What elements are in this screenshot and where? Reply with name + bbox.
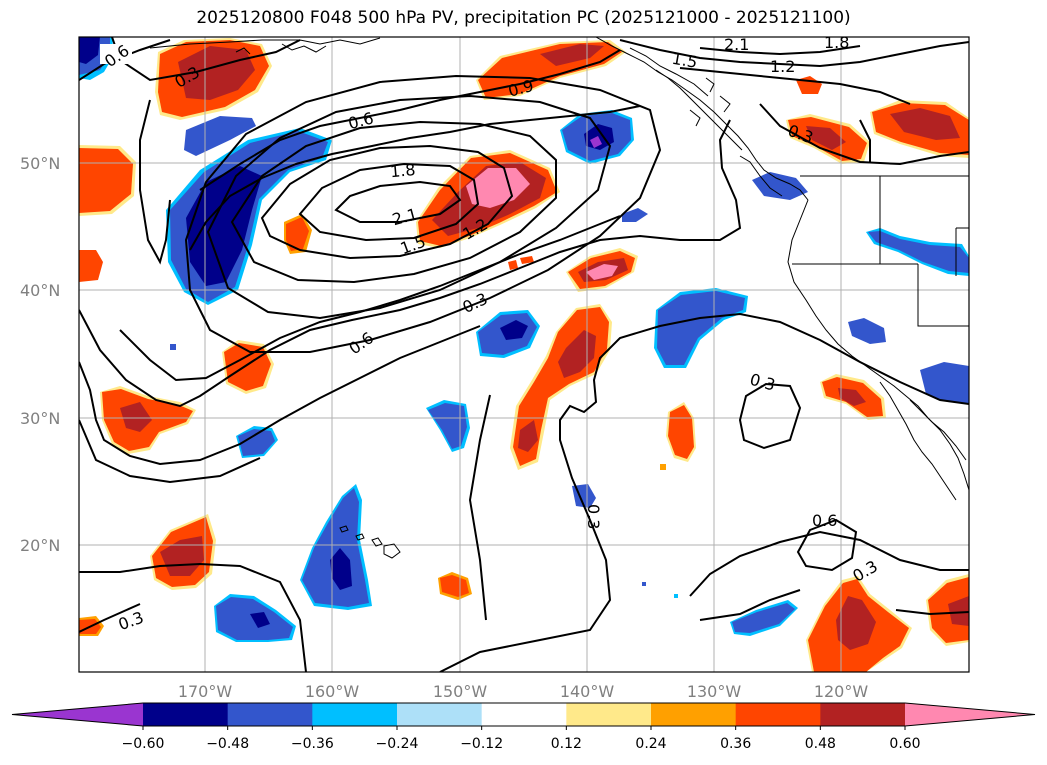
- colorbar-extend-low: [12, 703, 143, 726]
- colorbar-segment: [397, 703, 483, 726]
- colorbar-segment: [227, 703, 313, 726]
- colorbar-segment: [481, 703, 567, 726]
- contour-label: 0.3: [584, 504, 603, 529]
- latitude-labels: 50°N 40°N 30°N 20°N: [20, 154, 60, 555]
- colorbar-tick-label: −0.12: [460, 736, 503, 752]
- longitude-labels: 170°W 160°W 150°W 140°W 130°W 120°W: [178, 682, 869, 701]
- colorbar-segment: [143, 703, 229, 726]
- colorbar-tick-label: 0.48: [805, 736, 836, 752]
- colorbar-segment: [735, 703, 821, 726]
- lon-label-130w: 130°W: [687, 682, 742, 701]
- contour-label: 0.6: [812, 511, 837, 530]
- lon-label-150w: 150°W: [433, 682, 488, 701]
- contour-label: 1.8: [389, 160, 416, 181]
- colorbar-segment: [566, 703, 652, 726]
- colorbar-segment: [312, 703, 398, 726]
- contour-label: 2.1: [724, 35, 749, 54]
- figure-title: 2025120800 F048 500 hPa PV, precipitatio…: [196, 8, 851, 28]
- lon-label-140w: 140°W: [560, 682, 615, 701]
- lat-label-40n: 40°N: [20, 281, 60, 300]
- contour-label: 1.8: [824, 33, 849, 52]
- precip-shading: [79, 37, 969, 672]
- gridlines: [79, 37, 969, 672]
- colorbar-tick-label: −0.60: [122, 736, 165, 752]
- lon-label-170w: 170°W: [178, 682, 233, 701]
- colorbar-segment: [820, 703, 906, 726]
- lon-label-120w: 120°W: [814, 682, 869, 701]
- pv-contours: [79, 37, 969, 672]
- colorbar-tick-label: 0.12: [551, 736, 582, 752]
- map-frame: [78, 36, 970, 673]
- lon-label-160w: 160°W: [305, 682, 360, 701]
- colorbar-tick-label: −0.48: [206, 736, 249, 752]
- lat-label-30n: 30°N: [20, 409, 60, 428]
- contour-label: 1.5: [670, 49, 698, 72]
- colorbar-tick-label: 0.36: [720, 736, 751, 752]
- contour-label: 1.2: [770, 57, 795, 76]
- colorbar-segment: [651, 703, 737, 726]
- lat-label-20n: 20°N: [20, 536, 60, 555]
- colorbar-tick-label: −0.36: [291, 736, 334, 752]
- colorbar-tick-label: 0.60: [889, 736, 920, 752]
- colorbar-tick-label: 0.24: [635, 736, 666, 752]
- colorbar: −0.60 −0.48 −0.36 −0.24 −0.12 0.12 0.24 0.36 0.4…: [11, 702, 1036, 752]
- lat-label-50n: 50°N: [20, 154, 60, 173]
- colorbar-extend-high: [905, 703, 1035, 726]
- colorbar-tick-label: −0.24: [376, 736, 419, 752]
